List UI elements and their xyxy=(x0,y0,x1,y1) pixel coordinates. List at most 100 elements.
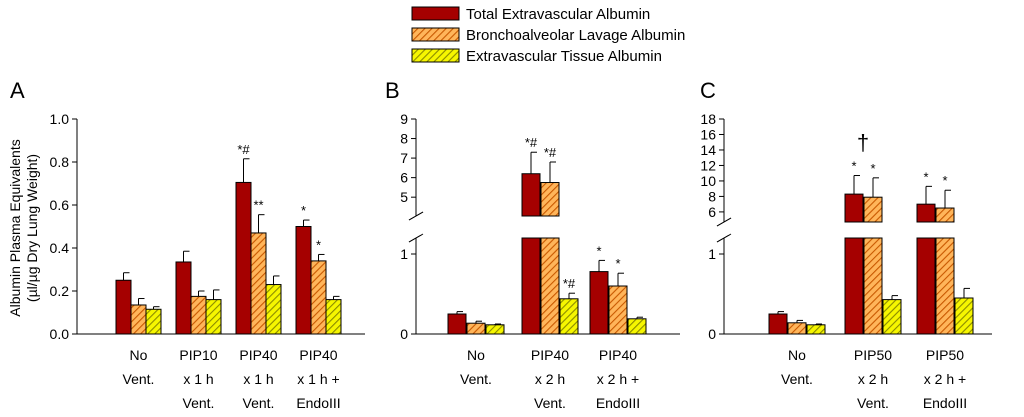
panel-c-ytick-label-upper: 16 xyxy=(700,126,716,142)
panel-c-x-label-1-line-1: x 2 h xyxy=(858,371,888,387)
x-label-a-2-line-1: x 1 h xyxy=(243,371,273,387)
bar-a-3-total xyxy=(295,226,312,335)
panel-c-group-annotation: † xyxy=(857,130,869,155)
bar-a-3-tissue xyxy=(325,299,342,335)
panel-c-bar-1-bal-upper xyxy=(863,196,883,223)
bar-a-3-bal xyxy=(310,260,327,335)
panel-a: 0.0 0.2 0.4 0.6 0.8 1.0 No Vent. PIP10 x 1 h Vent.… xyxy=(50,111,365,411)
panel-a-ytick-label: 0.2 xyxy=(50,283,70,299)
bar-a-0-bal xyxy=(130,304,147,335)
panel-c-annotation-1-total: * xyxy=(851,159,856,174)
x-label-a-1-line-1: x 1 h xyxy=(183,371,213,387)
panel-c-ytick-label-upper: 6 xyxy=(708,204,716,220)
panel-b: 0 1 5 6 7 8 9 No Vent. *# *# *# PIP40 x 2 h Vent. * * PIP… xyxy=(400,111,680,411)
panel-c-ytick-label-lower: 1 xyxy=(708,246,716,262)
panel-c-axis-break-mark-bottom xyxy=(716,217,732,227)
panel-b-ytick-label-lower: 1 xyxy=(400,246,408,262)
panel-c-ytick-label-upper: 10 xyxy=(700,173,716,189)
panel-a-ytick-label: 0.6 xyxy=(50,197,70,213)
panel-c-x-label-2-line-2: EndoIII xyxy=(923,395,967,411)
x-label-a-0-line-1: Vent. xyxy=(123,371,155,387)
panel-letter-c: C xyxy=(700,78,716,103)
panel-b-x-label-1-line-1: x 2 h xyxy=(535,371,565,387)
panel-b-x-label-2-line-0: PIP40 xyxy=(599,347,637,363)
panel-b-axis-break-mark-bottom xyxy=(408,211,424,221)
panel-b-bar-0-total xyxy=(447,313,467,335)
panel-b-bar-1-total-upper xyxy=(521,173,541,217)
panel-a-ytick-label: 0.0 xyxy=(50,326,70,342)
annotation-a-2-bal: ** xyxy=(253,198,263,213)
panel-b-x-label-2-line-1: x 2 h + xyxy=(597,371,639,387)
panel-c-x-label-1-line-2: Vent. xyxy=(857,395,889,411)
x-label-a-2-line-2: Vent. xyxy=(243,395,275,411)
panel-a-ytick-label: 0.8 xyxy=(50,154,70,170)
panel-c-bar-0-total xyxy=(768,313,788,335)
x-label-a-1-line-0: PIP10 xyxy=(179,347,217,363)
panel-b-ytick-label-upper: 9 xyxy=(400,111,408,127)
panel-b-axis-break-mark-top xyxy=(408,233,424,243)
legend: Total Extravascular Albumin Bronchoalveo… xyxy=(411,6,685,65)
panel-b-bar-0-tissue xyxy=(485,324,505,335)
panel-c-bar-1-tissue xyxy=(882,299,902,335)
bar-a-0-total xyxy=(115,279,132,335)
panel-c-bar-0-tissue xyxy=(806,324,826,335)
panel-c-bar-2-total-lower xyxy=(916,237,936,335)
panel-c-break-gap xyxy=(726,225,992,235)
panel-c-x-label-2-line-0: PIP50 xyxy=(926,347,964,363)
panel-c-ytick-label-upper: 8 xyxy=(708,188,716,204)
panel-c-axis-break-mark-top xyxy=(716,233,732,243)
legend-label-total: Total Extravascular Albumin xyxy=(466,6,650,23)
panel-b-x-label-0-line-0: No xyxy=(467,347,485,363)
panel-b-ytick-label-upper: 5 xyxy=(400,189,408,205)
panel-b-annotation-2-bal: * xyxy=(615,256,620,271)
panel-letter-b: B xyxy=(385,78,400,103)
panel-c-ytick-label-upper: 12 xyxy=(700,157,716,173)
panel-b-ytick-label-upper: 7 xyxy=(400,150,408,166)
panel-c-annotation-2-bal: * xyxy=(942,173,947,188)
panel-b-bar-1-total-lower xyxy=(521,237,541,335)
panel-c-bar-2-bal-upper xyxy=(935,207,955,223)
annotation-a-3-bal: * xyxy=(316,237,321,252)
x-label-a-3-line-0: PIP40 xyxy=(299,347,337,363)
panel-b-bar-1-tissue xyxy=(559,298,579,335)
bar-a-1-total xyxy=(175,261,192,335)
panel-c-bar-1-total-upper xyxy=(844,193,864,223)
panel-a-ytick-label: 0.4 xyxy=(50,240,70,256)
panel-c-annotation-1-bal: * xyxy=(870,161,875,176)
panel-b-x-label-2-line-2: EndoIII xyxy=(596,395,640,411)
panel-letter-a: A xyxy=(10,78,25,103)
panel-c-bar-0-bal xyxy=(787,322,807,335)
panel-c-x-label-2-line-1: x 2 h + xyxy=(924,371,966,387)
panel-b-bar-2-total xyxy=(589,271,609,335)
panel-b-ytick-label-lower: 0 xyxy=(400,326,408,342)
legend-swatch-tissue xyxy=(411,48,460,63)
panel-c-ytick-label-lower: 0 xyxy=(708,326,716,342)
panel-b-bar-1-bal-upper xyxy=(540,182,560,217)
panel-b-bar-2-tissue xyxy=(627,318,647,335)
panel-c-ytick-label-upper: 14 xyxy=(700,142,716,158)
panel-b-annotation-1-tissue: *# xyxy=(563,276,576,291)
panel-b-bar-0-bal xyxy=(466,322,486,335)
panel-a-ytick-label: 1.0 xyxy=(50,111,70,127)
panel-b-bar-2-bal xyxy=(608,285,628,335)
panel-b-annotation-2-total: * xyxy=(596,243,601,258)
panel-b-annotation-1-total: *# xyxy=(525,135,538,150)
legend-swatch-total xyxy=(411,6,460,21)
annotation-a-3-total: * xyxy=(301,203,306,218)
panel-c-x-label-0-line-1: Vent. xyxy=(781,371,813,387)
bar-a-2-tissue xyxy=(265,284,282,335)
y-axis-title-line1: Albumin Plasma Equivalents xyxy=(7,139,23,316)
panel-b-x-label-0-line-1: Vent. xyxy=(460,371,492,387)
panel-c-bar-1-total-lower xyxy=(844,237,864,335)
panel-b-ytick-label-upper: 6 xyxy=(400,170,408,186)
panel-c-annotation-2-total: * xyxy=(923,169,928,184)
panel-c-bar-2-tissue xyxy=(954,297,974,335)
x-label-a-1-line-2: Vent. xyxy=(183,395,215,411)
panel-c-ytick-label-upper: 18 xyxy=(700,111,716,127)
panel-b-bar-1-bal-lower xyxy=(540,237,560,335)
legend-label-bal: Bronchoalveolar Lavage Albumin xyxy=(466,27,685,44)
panel-b-break-gap xyxy=(418,219,680,235)
panel-c-x-label-1-line-0: PIP50 xyxy=(854,347,892,363)
